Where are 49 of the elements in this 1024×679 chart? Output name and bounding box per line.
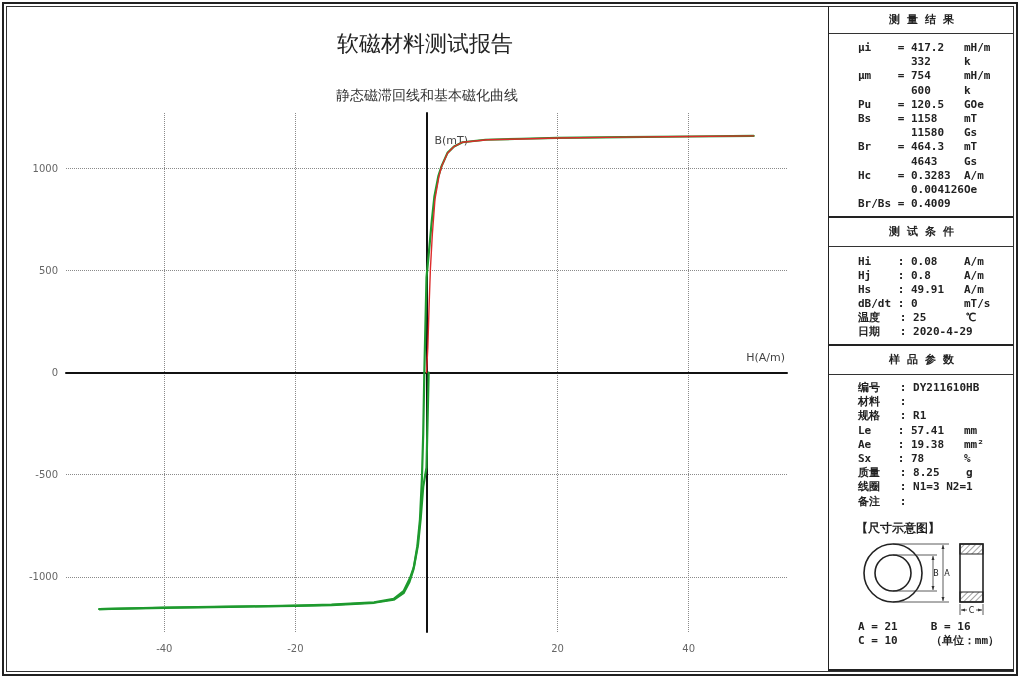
text: 测试条件 — [888, 225, 961, 239]
text: Hs : 49.91 A/m — [858, 283, 984, 297]
text: dB/dt : 0 mT/s — [858, 297, 991, 311]
x-tick-label: 40 — [682, 642, 696, 654]
text: 编号 : DY211610HB — [858, 381, 980, 395]
text: 温度 : 25 ℃ — [858, 311, 977, 325]
text: C = 10 （单位：mm） — [858, 633, 1000, 647]
text: A = 21 B = 16 — [858, 620, 971, 634]
y-axis-title: B(mT) — [434, 133, 469, 147]
text: C — [968, 605, 975, 615]
text: 备注 : — [858, 494, 907, 509]
y-tick-label: -500 — [35, 469, 58, 481]
x-tick-label: -40 — [156, 642, 173, 654]
y-tick-label: 0 — [51, 367, 58, 378]
text: A — [944, 568, 950, 578]
text: 4643 Gs — [910, 154, 978, 169]
text: Hj : 0.8 A/m — [858, 269, 984, 283]
text: Bs = 1158 mT — [858, 112, 978, 127]
y-tick-label: 1000 — [32, 162, 58, 174]
text: 11580 Gs — [910, 126, 978, 141]
text: Sx : 78 % — [858, 452, 971, 466]
text: μi = 417.2 mH/m — [858, 41, 991, 56]
x-tick-label: -20 — [287, 642, 304, 654]
text: Pu = 120.5 GOe — [858, 97, 984, 112]
x-axis-title: H(A/m) — [746, 350, 785, 364]
text: 332 k — [910, 55, 971, 70]
text: Br/Bs = 0.4009 — [858, 197, 951, 212]
text: 样品参数 — [888, 353, 961, 367]
chart-title: 软磁材料测试报告 — [337, 30, 513, 56]
text: B — [933, 568, 939, 578]
text: 材料 : — [858, 395, 907, 410]
text: 0.004126Oe — [910, 183, 978, 198]
text: Ae : 19.38 mm² — [858, 437, 984, 452]
text: 线圈 : N1=3 N2=1 — [858, 480, 973, 495]
text: 测量结果 — [888, 12, 961, 27]
text: 质量 : 8.25 g — [858, 466, 973, 480]
text: μm = 754 mH/m — [858, 69, 991, 84]
y-tick-label: -1000 — [28, 571, 58, 583]
text: 日期 : 2020-4-29 — [858, 325, 973, 339]
x-tick-label: 20 — [551, 642, 564, 654]
text: 600 k — [910, 83, 971, 98]
text: Br = 464.3 mT — [858, 140, 978, 155]
text: 规格 : R1 — [858, 409, 927, 424]
text: Hi : 0.08 A/m — [858, 255, 984, 269]
chart-subtitle: 静态磁滞回线和基本磁化曲线 — [336, 87, 518, 103]
text: 【尺寸示意图】 — [856, 520, 940, 536]
y-tick-label: 500 — [38, 264, 58, 276]
text: Hc = 0.3283 A/m — [858, 168, 984, 183]
text: Le : 57.41 mm — [858, 423, 978, 438]
